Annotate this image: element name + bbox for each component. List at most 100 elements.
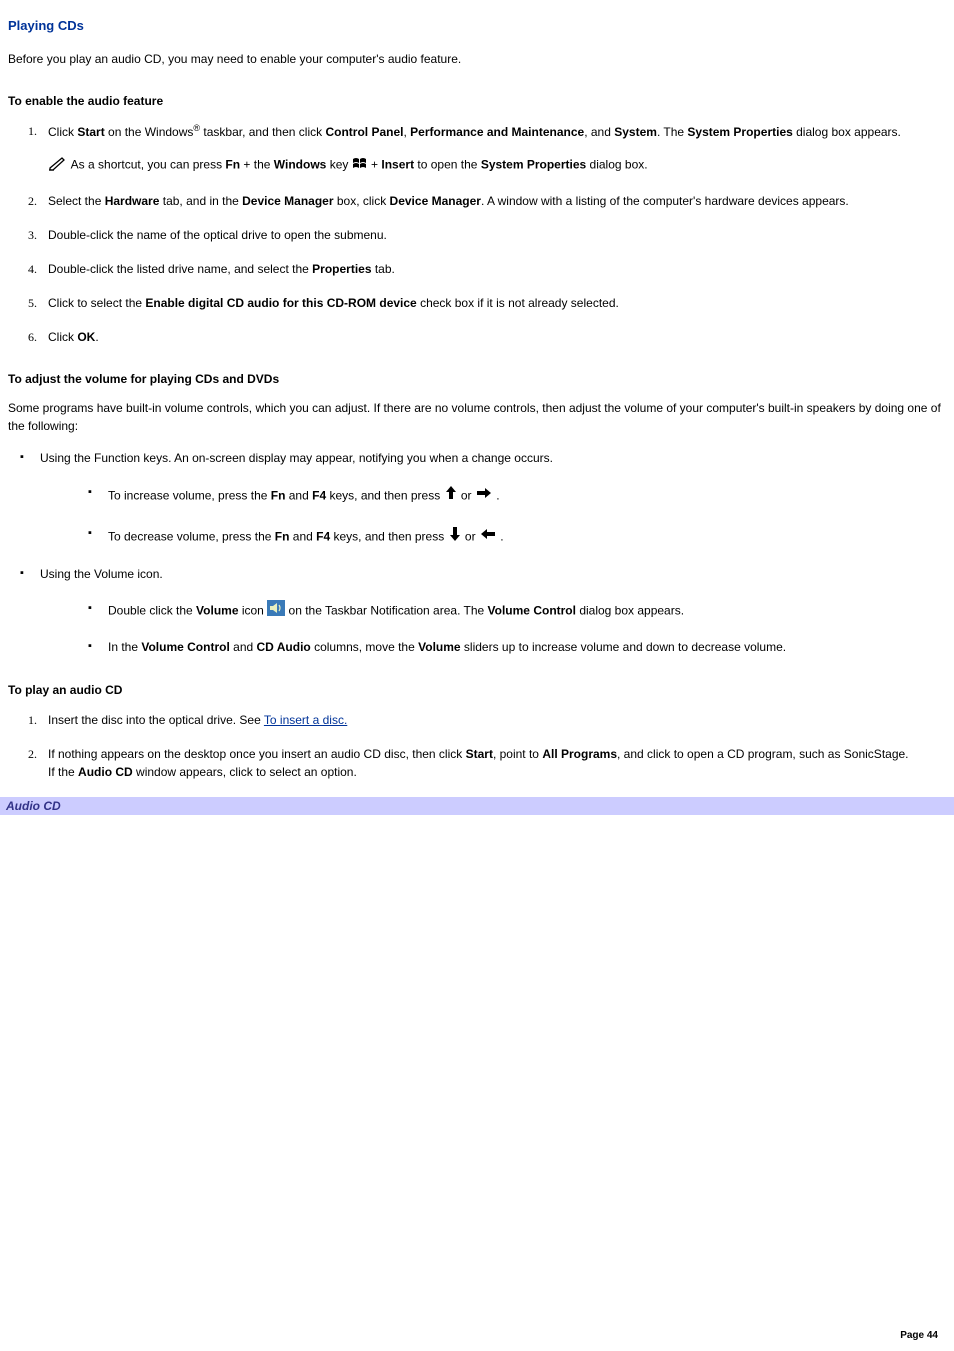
text: columns, move the [311, 640, 418, 654]
bold: Fn [271, 489, 286, 503]
bold: Device Manager [242, 194, 333, 208]
list-item: 2. Select the Hardware tab, and in the D… [28, 192, 946, 210]
text: tab, and in the [159, 194, 242, 208]
fn-keys-sublist: To increase volume, press the Fn and F4 … [40, 484, 946, 548]
bold: Enable digital CD audio for this CD-ROM … [145, 296, 416, 310]
bold: Volume [196, 603, 238, 617]
text: check box if it is not already selected. [417, 296, 619, 310]
shortcut-note: As a shortcut, you can press Fn + the Wi… [48, 155, 946, 176]
text: and [289, 529, 316, 543]
list-marker: 6. [28, 328, 37, 346]
bold: Audio CD [78, 765, 133, 779]
list-item: 5. Click to select the Enable digital CD… [28, 294, 946, 312]
bold: All Programs [542, 747, 617, 761]
text: Double-click the listed drive name, and … [48, 262, 312, 276]
text: . [493, 489, 500, 503]
figure-caption-bar: Audio CD [0, 797, 954, 815]
bold: Start [466, 747, 493, 761]
text: and [285, 489, 312, 503]
text: , point to [493, 747, 542, 761]
bold: Volume Control [141, 640, 229, 654]
bold: Volume [418, 640, 460, 654]
note-icon [48, 155, 68, 176]
page-title: Playing CDs [8, 18, 946, 33]
bold: F4 [316, 529, 330, 543]
volume-top-list: Using the Function keys. An on-screen di… [8, 449, 946, 657]
list-item: 6. Click OK. [28, 328, 946, 346]
list-marker: 4. [28, 260, 37, 278]
bold: Properties [312, 262, 371, 276]
text: . A window with a listing of the compute… [481, 194, 849, 208]
bold: Performance and Maintenance [410, 125, 584, 139]
list-item: Using the Volume icon. Double click the … [8, 565, 946, 658]
text: dialog box appears. [793, 125, 901, 139]
text: To decrease volume, press the [108, 529, 275, 543]
text: + [368, 158, 382, 172]
volume-icon-sublist: Double click the Volume icon on the Task… [40, 600, 946, 657]
windows-flag-icon [352, 156, 368, 175]
bold: CD Audio [257, 640, 311, 654]
list-item: 3. Double-click the name of the optical … [28, 226, 946, 244]
play-steps-list: 1. Insert the disc into the optical driv… [8, 711, 946, 781]
list-marker: 2. [28, 192, 37, 210]
volume-tray-icon [267, 600, 285, 622]
text: , and [584, 125, 614, 139]
list-marker: 5. [28, 294, 37, 312]
text: and [230, 640, 257, 654]
text: Click [48, 330, 77, 344]
list-item: In the Volume Control and CD Audio colum… [76, 638, 946, 657]
text: keys, and then press [326, 489, 443, 503]
text: . [95, 330, 98, 344]
bold: Insert [381, 158, 414, 172]
bold: OK [77, 330, 95, 344]
text: Using the Function keys. An on-screen di… [40, 451, 553, 465]
bold: Start [77, 125, 104, 139]
list-item: 4. Double-click the listed drive name, a… [28, 260, 946, 278]
text: If the [48, 765, 78, 779]
intro-paragraph: Before you play an audio CD, you may nee… [8, 51, 946, 68]
section-heading-play: To play an audio CD [8, 683, 946, 697]
text: key [326, 158, 351, 172]
text: As a shortcut, you can press [68, 158, 225, 172]
bold: Control Panel [325, 125, 403, 139]
bold: System Properties [481, 158, 586, 172]
bold: Windows [274, 158, 327, 172]
volume-intro: Some programs have built-in volume contr… [8, 400, 946, 435]
text: taskbar, and then click [200, 125, 325, 139]
text: on the Windows [105, 125, 194, 139]
list-item: 1. Insert the disc into the optical driv… [28, 711, 946, 729]
text: , and click to open a CD program, such a… [617, 747, 909, 761]
text: To increase volume, press the [108, 489, 271, 503]
bold: Volume Control [488, 603, 576, 617]
arrow-up-icon [444, 484, 458, 508]
text: Using the Volume icon. [40, 567, 163, 581]
text: Click to select the [48, 296, 145, 310]
text: sliders up to increase volume and down t… [461, 640, 787, 654]
bold: Device Manager [390, 194, 481, 208]
text: Double-click the name of the optical dri… [48, 228, 387, 242]
text: dialog box appears. [576, 603, 684, 617]
bold: Fn [275, 529, 290, 543]
arrow-down-icon [448, 525, 462, 549]
list-item: To increase volume, press the Fn and F4 … [76, 484, 946, 508]
text: box, click [334, 194, 390, 208]
text: icon [239, 603, 268, 617]
text: Insert the disc into the optical drive. … [48, 713, 264, 727]
insert-disc-link[interactable]: To insert a disc. [264, 713, 347, 727]
text: Select the [48, 194, 105, 208]
list-marker: 1. [28, 122, 37, 140]
page-number: Page 44 [900, 1330, 938, 1341]
text: If nothing appears on the desktop once y… [48, 747, 466, 761]
list-marker: 3. [28, 226, 37, 244]
text: In the [108, 640, 141, 654]
text: tab. [372, 262, 395, 276]
list-item: 1. Click Start on the Windows® taskbar, … [28, 122, 946, 176]
bold: Fn [225, 158, 240, 172]
text: keys, and then press [330, 529, 447, 543]
text: . [497, 529, 504, 543]
list-item: Double click the Volume icon on the Task… [76, 600, 946, 622]
text: + the [240, 158, 274, 172]
bold: System Properties [687, 125, 792, 139]
text: . The [657, 125, 687, 139]
arrow-left-icon [479, 527, 497, 547]
